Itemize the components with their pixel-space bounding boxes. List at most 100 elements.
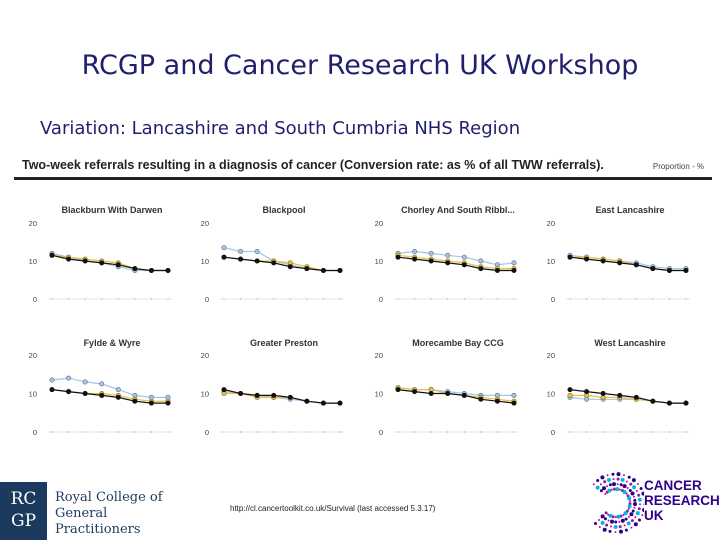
cruk-dot [624, 517, 628, 521]
cruk-dot [623, 474, 625, 477]
data-point-black [304, 266, 310, 272]
panel-title: East Lancashire [595, 205, 664, 215]
data-point-black [165, 400, 171, 406]
data-point-black [478, 266, 484, 272]
panel-fylde-wyre: Fylde & Wyre 0 10 20 [29, 338, 172, 437]
cruk-dot [643, 503, 644, 506]
series-line-black [569, 389, 686, 404]
data-point-blue [82, 379, 88, 385]
data-point-black [254, 392, 260, 398]
data-point-black [66, 256, 72, 262]
data-point-blue [66, 375, 72, 381]
panel-title: Blackburn With Darwen [62, 205, 163, 215]
data-point-black [567, 254, 573, 260]
cruk-dot [623, 524, 626, 527]
cruk-dot [641, 514, 644, 517]
y-tick-label: 0 [379, 428, 383, 437]
series-line-black [397, 389, 515, 404]
data-point-black [494, 267, 500, 273]
cruk-dot [627, 496, 632, 501]
cruk-dot [641, 491, 644, 496]
cruk-dot [599, 489, 603, 493]
data-point-black [412, 389, 418, 395]
data-point-black [461, 262, 467, 268]
cruk-dot [616, 514, 621, 519]
data-point-black [337, 400, 343, 406]
y-tick-label: 0 [33, 428, 37, 437]
data-point-black [271, 392, 277, 398]
data-point-black [271, 260, 277, 266]
series-line-black [51, 254, 168, 272]
cruk-dot [624, 528, 628, 532]
cruk-dot [637, 493, 641, 497]
data-point-black [584, 389, 590, 395]
cruk-dot [616, 477, 620, 481]
cruk-dot [628, 489, 632, 492]
data-point-blue [478, 258, 484, 264]
panel-east-lancashire: East Lancashire 0 10 20 [547, 205, 690, 304]
panel-blackpool: Blackpool 0 10 20 [201, 205, 344, 304]
data-point-black [445, 390, 451, 396]
cruk-dot [606, 474, 609, 477]
cruk-dot [613, 525, 618, 529]
y-tick-label: 20 [29, 219, 37, 228]
y-tick-label: 10 [29, 257, 37, 266]
y-tick-label: 10 [547, 257, 555, 266]
y-tick-label: 0 [33, 295, 37, 304]
cruk-dot [633, 495, 635, 498]
series-line-yellow [397, 254, 514, 270]
cruk-dot [607, 488, 612, 493]
data-point-black [221, 254, 227, 260]
y-tick-label: 20 [547, 219, 555, 228]
data-point-black [395, 254, 401, 260]
cruk-dot [614, 531, 617, 533]
data-point-black [165, 267, 171, 273]
series-line-black [223, 256, 340, 272]
cruk-dot [625, 480, 628, 483]
data-point-black [49, 387, 55, 393]
cruk-dot [608, 529, 612, 533]
data-point-blue [254, 249, 260, 255]
cruk-dot [627, 475, 631, 479]
footer-source-url[interactable]: http://cl.cancertoolkit.co.uk/Survival (… [230, 504, 436, 513]
chart-header: Two-week referrals resulting in a diagno… [14, 152, 712, 180]
panel-title: Morecambe Bay CCG [412, 338, 504, 348]
cruk-dot [630, 526, 633, 529]
cruk-dot [633, 502, 637, 506]
cruk-dot [635, 511, 640, 516]
y-tick-label: 20 [201, 219, 209, 228]
series-line-black [223, 389, 340, 404]
panel-title: Blackpool [262, 205, 305, 215]
cruk-dot [608, 513, 613, 518]
cruk-dot [622, 513, 625, 516]
cruk-dot [607, 513, 610, 516]
cruk-dot [631, 509, 635, 513]
cruk-dot [633, 506, 636, 509]
cruk-dot [619, 529, 623, 534]
data-point-black [66, 389, 72, 395]
data-point-blue [115, 387, 121, 393]
data-point-black [617, 392, 623, 398]
cruk-dot [614, 520, 618, 524]
data-point-black [478, 396, 484, 402]
cruk-dot [619, 483, 623, 487]
data-point-black [650, 266, 656, 272]
chart-title: Two-week referrals resulting in a diagno… [22, 158, 604, 172]
panel-greater-preston: Greater Preston 0 10 20 [201, 338, 344, 437]
rcgp-name-line1: Royal College of [55, 490, 163, 505]
slide-title: RCGP and Cancer Research UK Workshop [81, 50, 639, 81]
cruk-dot [600, 520, 605, 525]
data-point-blue [221, 245, 227, 251]
series-line-black [51, 389, 168, 404]
data-point-black [584, 256, 590, 262]
rcgp-name: Royal College of General Practitioners [55, 490, 180, 538]
data-point-black [600, 390, 606, 396]
panel-morecambe-bay-ccg: Morecambe Bay CCG 0 10 20 [375, 338, 518, 437]
y-tick-label: 0 [551, 428, 555, 437]
cruk-dot [633, 498, 637, 502]
cruk-dot [626, 487, 629, 489]
cruk-dot [592, 483, 595, 486]
cruk-dot [622, 484, 627, 489]
y-tick-label: 10 [375, 390, 383, 399]
